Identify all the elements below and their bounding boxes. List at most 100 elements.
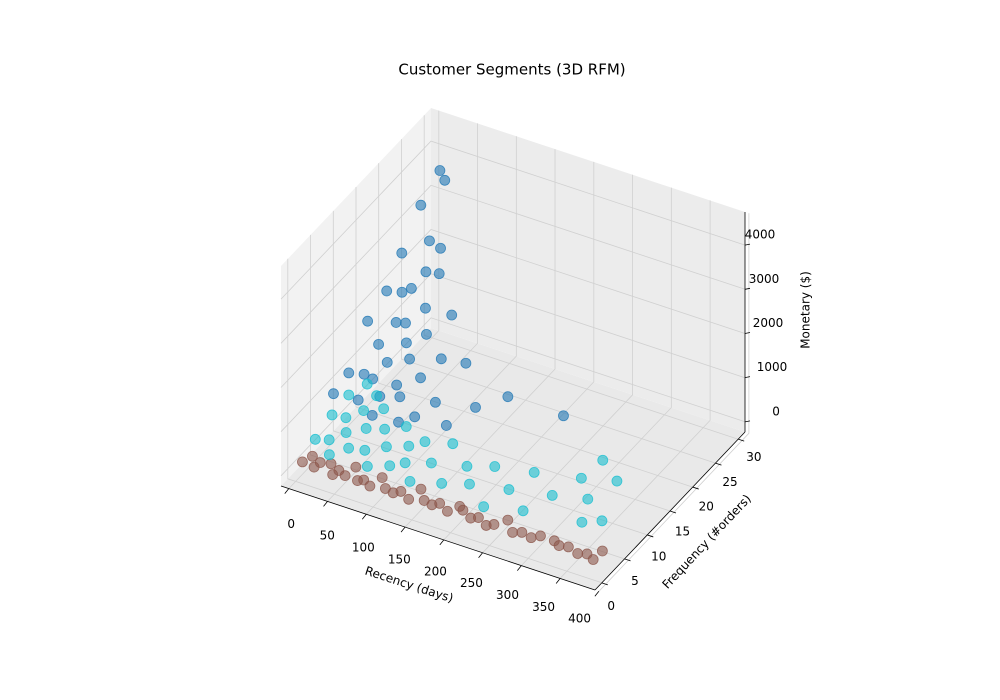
grid-line [482, 174, 633, 554]
point [611, 475, 623, 487]
point [415, 199, 427, 211]
point [404, 353, 416, 365]
point [391, 379, 403, 391]
point [525, 532, 537, 544]
z-tick-label: 2000 [753, 316, 784, 330]
point [433, 268, 445, 280]
point [352, 394, 364, 406]
point [371, 390, 382, 402]
x-tick-label: 150 [388, 552, 411, 566]
grid-line [280, 317, 746, 477]
x-tick-label: 0 [287, 517, 295, 531]
grid-line [280, 229, 746, 388]
point [405, 283, 417, 294]
point [403, 493, 415, 505]
z-axis-label: Monetary ($) [799, 271, 813, 349]
y-tick-label: 15 [675, 525, 690, 539]
point [340, 412, 352, 424]
point [339, 470, 351, 481]
point [415, 372, 426, 384]
x-tick-label: 50 [320, 529, 335, 543]
point [596, 515, 608, 527]
point [362, 315, 374, 327]
y-tick [647, 534, 654, 538]
point [394, 391, 406, 403]
z-tick-label: 4000 [745, 228, 776, 242]
x-tick-label: 100 [352, 541, 375, 555]
point [359, 444, 371, 456]
grid-line [355, 187, 671, 512]
point [576, 516, 588, 528]
point [562, 541, 574, 553]
point [373, 338, 384, 350]
point [364, 480, 376, 492]
y-tick [692, 486, 699, 490]
point [478, 501, 490, 513]
point [435, 242, 446, 254]
x-tick [517, 565, 522, 571]
point [421, 328, 432, 340]
point [489, 461, 501, 472]
point [572, 548, 584, 559]
x-tick [555, 578, 561, 584]
point [436, 478, 448, 489]
point [596, 545, 608, 557]
point [440, 420, 452, 431]
point [343, 367, 355, 379]
point [307, 450, 318, 462]
y-tick [601, 582, 608, 586]
point [460, 357, 472, 369]
point [419, 436, 431, 448]
grid-line [401, 139, 716, 464]
z-tick-label: 0 [772, 404, 780, 418]
point [587, 554, 599, 565]
y-tick [715, 462, 722, 466]
point [378, 403, 390, 415]
grid-line [287, 258, 602, 584]
grid-line [598, 213, 750, 592]
point [582, 493, 594, 505]
point [409, 411, 421, 423]
point [323, 449, 335, 461]
point [464, 478, 475, 490]
point [381, 285, 393, 297]
z-tick [744, 287, 751, 290]
point [528, 467, 540, 478]
x-tick [594, 591, 600, 597]
point [575, 472, 587, 484]
point [420, 266, 432, 278]
point [403, 440, 415, 452]
point [395, 486, 407, 497]
point [328, 388, 339, 400]
z-tick [744, 332, 751, 334]
point [488, 519, 500, 530]
point [442, 505, 453, 517]
z-tick [744, 243, 751, 246]
point [361, 461, 373, 472]
point [326, 409, 338, 421]
y-tick-label: 25 [722, 475, 737, 489]
grid-line [280, 273, 746, 432]
point [358, 368, 370, 380]
point [420, 302, 431, 314]
point [434, 165, 446, 176]
chart-title: Customer Segments (3D RFM) [398, 61, 625, 79]
point [376, 472, 388, 484]
point [517, 505, 529, 517]
point [360, 423, 372, 434]
point [314, 457, 326, 468]
point [396, 286, 408, 298]
point [384, 460, 396, 472]
point [447, 438, 459, 450]
x-tick-label: 350 [532, 600, 555, 614]
point [361, 378, 373, 390]
grid-line [366, 136, 517, 515]
x-tick [284, 488, 290, 494]
point [470, 401, 481, 413]
y-tick-label: 10 [651, 549, 666, 563]
grid-line [559, 200, 711, 579]
point [390, 317, 402, 328]
z-tick [744, 420, 751, 423]
point [502, 514, 514, 526]
